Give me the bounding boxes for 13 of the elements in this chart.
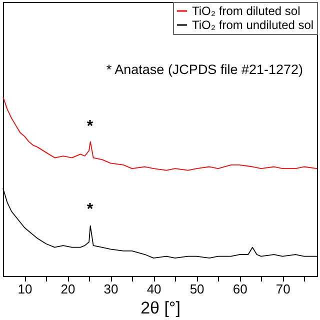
- x-tick-label: 20: [60, 282, 76, 296]
- legend-label: TiO₂ from diluted sol: [192, 4, 300, 18]
- x-tick-label: 70: [276, 282, 290, 296]
- x-tick-label: 30: [104, 282, 118, 296]
- text: * Anatase (JCPDS file #21-1272): [106, 62, 303, 77]
- annotation: *: [86, 118, 94, 135]
- x-tick-label: 60: [232, 282, 248, 296]
- legend-label: TiO₂ from undiluted sol: [192, 18, 314, 32]
- annotation: *: [86, 201, 94, 218]
- x-tick-label: 40: [146, 282, 162, 296]
- x-tick-label: 50: [190, 282, 204, 296]
- x-tick-label: 10: [18, 282, 32, 296]
- x-axis-title: 2θ [°]: [140, 298, 180, 318]
